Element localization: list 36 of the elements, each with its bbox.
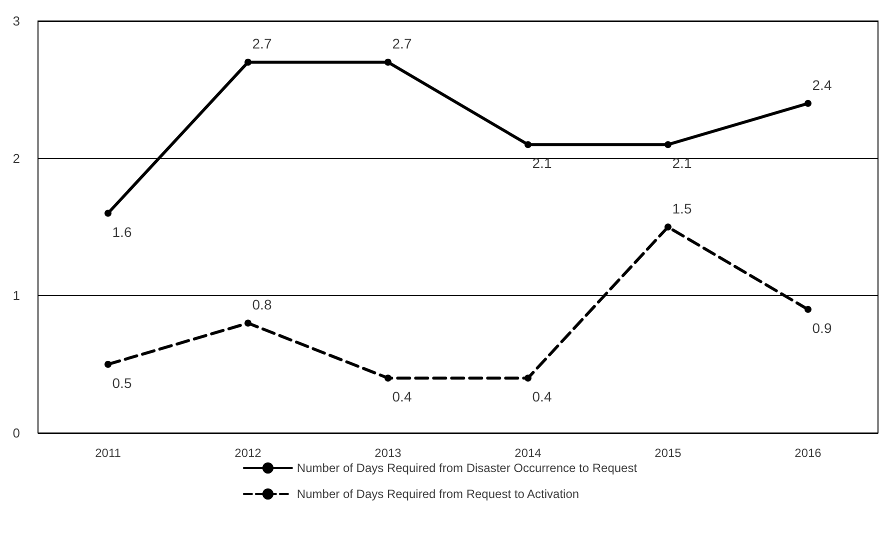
- data-label: 1.6: [112, 224, 132, 240]
- point: [244, 58, 252, 66]
- y-tick-label: 2: [12, 150, 20, 166]
- legend-label: Number of Days Required from Request to Activation: [296, 487, 580, 501]
- data-label: 0.5: [112, 374, 132, 391]
- y-tick-label: 0: [12, 426, 20, 440]
- x-tick-label: 2012: [234, 446, 262, 460]
- data-label: 1.5: [672, 200, 692, 216]
- point: [804, 100, 812, 107]
- data-label: 2.4: [812, 76, 832, 93]
- point: [804, 306, 812, 313]
- data-label: 0.8: [252, 296, 272, 313]
- point: [104, 210, 112, 217]
- data-label: 2.7: [252, 36, 272, 52]
- y-tick-label: 3: [12, 14, 20, 28]
- x-tick-label: 2013: [374, 446, 402, 460]
- point: [104, 360, 112, 368]
- x-tick-label: 2014: [514, 446, 542, 460]
- point: [664, 224, 672, 230]
- x-tick-label: 2016: [794, 446, 822, 460]
- point: [384, 374, 392, 382]
- data-label: 2.1: [672, 155, 692, 172]
- point: [384, 58, 392, 66]
- x-tick-label: 2015: [654, 446, 682, 460]
- x-tick-label: 2011: [95, 446, 122, 460]
- data-label: 2.1: [532, 155, 552, 172]
- data-label: 2.7: [392, 36, 412, 52]
- point: [244, 320, 252, 327]
- data-label: 0.9: [812, 320, 832, 336]
- data-label: 0.4: [532, 388, 552, 405]
- legend-label: Number of Days Required from Disaster Occurrence to Request: [296, 461, 638, 475]
- y-tick-label: 1: [12, 288, 20, 304]
- data-label: 0.4: [392, 388, 412, 405]
- point: [524, 374, 532, 382]
- point: [664, 141, 672, 148]
- point: [524, 141, 532, 148]
